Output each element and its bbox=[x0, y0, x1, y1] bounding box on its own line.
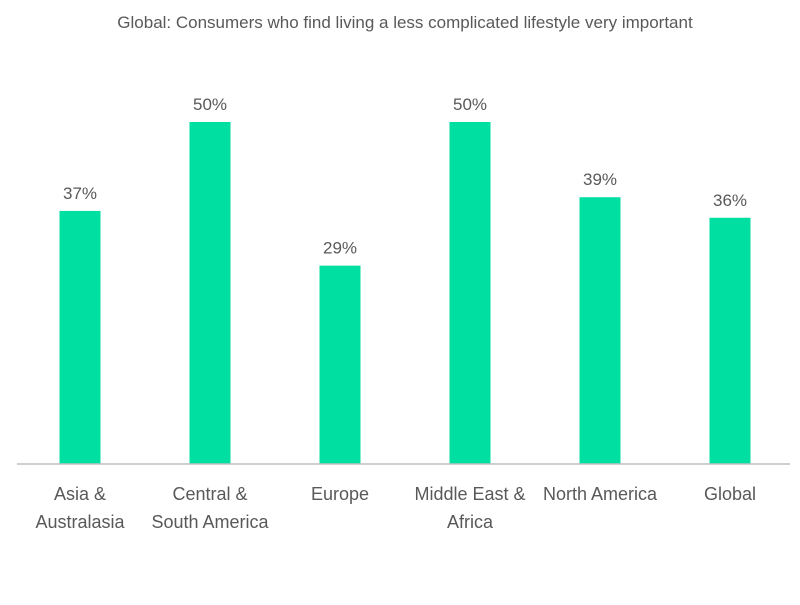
category-label: Africa bbox=[447, 512, 494, 532]
category-label: Central & bbox=[172, 484, 247, 504]
bar bbox=[449, 122, 491, 464]
bars-group bbox=[59, 122, 751, 465]
data-label: 37% bbox=[63, 184, 97, 203]
category-label: Australasia bbox=[35, 512, 125, 532]
category-label: Global bbox=[704, 484, 756, 504]
data-label: 39% bbox=[583, 170, 617, 189]
category-label: Asia & bbox=[54, 484, 106, 504]
category-label: Middle East & bbox=[414, 484, 525, 504]
data-label: 50% bbox=[193, 95, 227, 114]
bar bbox=[189, 122, 231, 464]
category-label: South America bbox=[151, 512, 269, 532]
value-labels-group: 37% 50% 29% 50% 39% 36% bbox=[63, 95, 747, 258]
category-label: North America bbox=[543, 484, 658, 504]
bar bbox=[709, 217, 751, 464]
chart-title: Global: Consumers who find living a less… bbox=[117, 13, 693, 32]
category-labels-group: Asia & Australasia Central & South America E… bbox=[35, 484, 756, 532]
category-label: Europe bbox=[311, 484, 369, 504]
data-label: 29% bbox=[323, 239, 357, 258]
data-label: 50% bbox=[453, 95, 487, 114]
bar bbox=[579, 197, 621, 465]
data-label: 36% bbox=[713, 191, 747, 210]
bar bbox=[59, 210, 101, 464]
bar bbox=[319, 265, 361, 464]
